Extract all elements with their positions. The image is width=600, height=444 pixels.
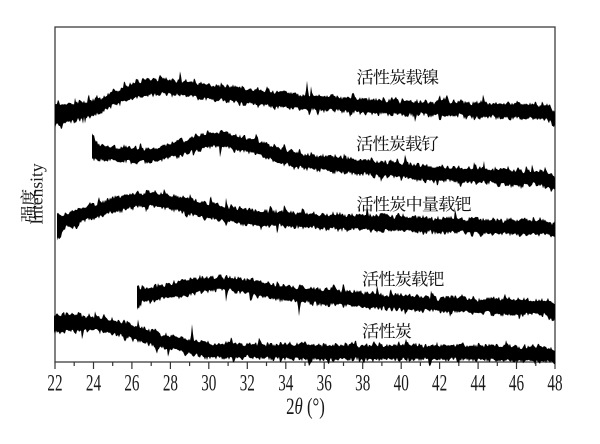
svg-text:46: 46 [509,372,524,397]
svg-text:34: 34 [278,372,293,397]
svg-text:40: 40 [394,372,409,397]
svg-text:28: 28 [163,372,178,397]
svg-text:Intensity: Intensity [27,163,47,224]
svg-text:42: 42 [432,372,447,397]
svg-text:22: 22 [47,372,62,397]
svg-text:48: 48 [547,372,562,397]
svg-text:26: 26 [124,372,139,397]
svg-text:32: 32 [240,372,255,397]
svg-text:38: 38 [355,372,370,397]
svg-text:2θ (°): 2θ (°) [286,395,325,420]
svg-text:30: 30 [201,372,216,397]
svg-text:24: 24 [86,372,101,397]
svg-text:44: 44 [471,372,486,397]
svg-text:36: 36 [317,372,332,397]
